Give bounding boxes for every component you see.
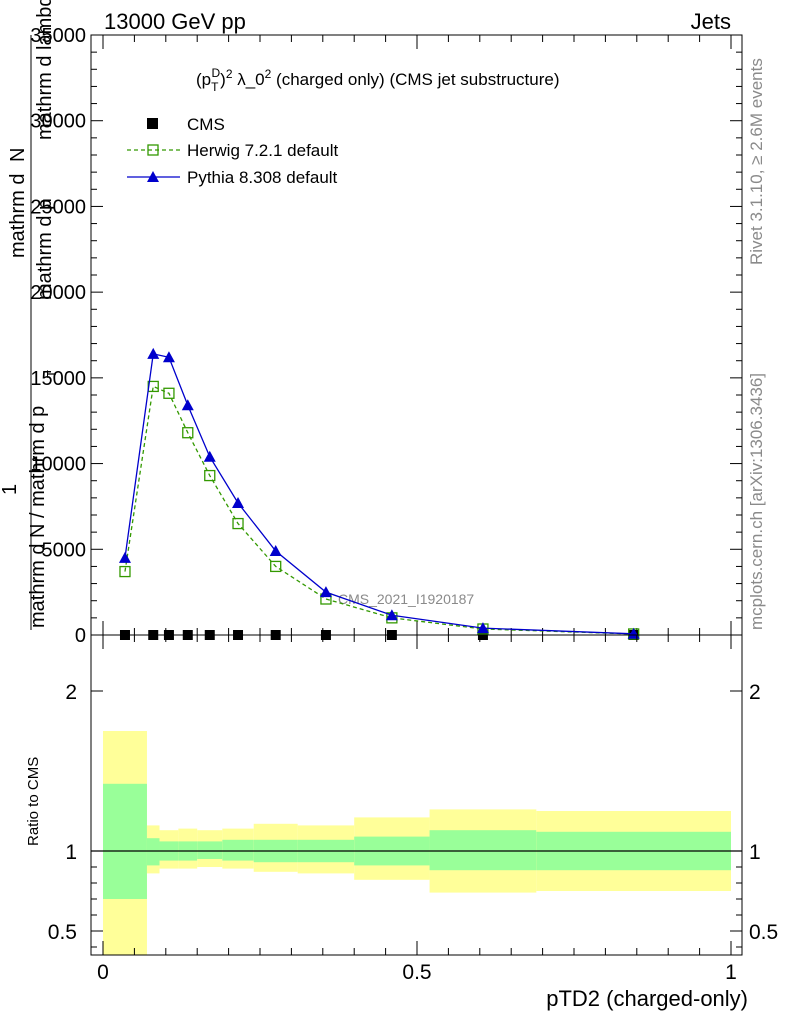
pythia-point	[181, 399, 194, 411]
mcplots-label: mcplots.cern.ch [arXiv:1306.3436]	[747, 373, 766, 630]
ylabel-top-dp: mathrm d p	[34, 199, 56, 300]
legend-cms-label: CMS	[187, 115, 225, 134]
ratio-frame	[90, 634, 743, 956]
herwig-point	[204, 469, 216, 482]
ylabel-top: mathrm d	[7, 174, 29, 258]
ylabel-top-dlambda: mathrm d lambda	[34, 0, 56, 140]
y-tick-label: 25000	[30, 196, 86, 218]
ratio-y-tick-label: 1	[65, 841, 77, 864]
legend-cms-marker	[147, 118, 158, 129]
legend-herwig-label: Herwig 7.2.1 default	[187, 141, 338, 160]
main-y-axis-label: mathrm d N mathrm d p mathrm d lambda 1 …	[0, 0, 59, 630]
y-tick-label: 15000	[30, 368, 86, 390]
pythia-point	[232, 497, 245, 508]
ratio-band-green	[103, 783, 147, 899]
ylabel-bottom: mathrm d N / mathrm d p	[27, 406, 49, 628]
ylabel-one: 1	[0, 484, 21, 495]
header-right: Jets	[691, 9, 731, 34]
y-tick-label: 30000	[30, 111, 86, 133]
pythia-point	[476, 622, 489, 634]
x-tick-label: 1	[725, 961, 737, 984]
y-tick-label: 20000	[30, 282, 86, 304]
pythia-point	[385, 609, 398, 621]
ratio-band-green	[146, 838, 160, 866]
ratio-y-tick-label-right: 0.5	[749, 921, 778, 944]
ratio-y-tick-label-right: 2	[749, 681, 761, 704]
pythia-point	[162, 351, 175, 363]
ratio-band-green	[222, 839, 254, 861]
ratio-bands	[103, 731, 731, 955]
herwig-point	[182, 427, 194, 439]
herwig-point	[232, 517, 244, 530]
ratio-y-tick-label: 0.5	[48, 921, 77, 944]
watermark: CMS_2021_I1920187	[338, 591, 474, 607]
y-tick-label: 0	[75, 625, 86, 647]
chart-title: (pTD)2 λ_02 (charged only) (CMS jet subs…	[196, 66, 559, 94]
x-tick-label: 0.5	[402, 961, 431, 984]
legend-pythia-marker	[147, 171, 159, 182]
ratio-ticks: 0.5 0.5 1 1 2 2 0 0.5 1	[48, 635, 778, 984]
pythia-point	[203, 450, 216, 462]
y-tick-label: 10000	[30, 454, 86, 476]
ratio-y-label: Ratio to CMS	[25, 757, 42, 846]
y-tick-label: 5000	[42, 539, 87, 561]
legend-pythia-label: Pythia 8.308 default	[187, 168, 338, 187]
legend: CMS Herwig 7.2.1 default Pythia 8.308 de…	[127, 115, 338, 187]
y-tick-label: 35000	[30, 25, 86, 47]
ratio-band-green	[197, 841, 223, 859]
ratio-y-tick-label: 2	[65, 681, 77, 704]
herwig-point	[163, 387, 175, 399]
pythia-point	[147, 347, 160, 359]
main-y-ticks: 0 5000 10000 15000 20000 25000 30000 35000	[30, 25, 742, 647]
legend-herwig-marker	[147, 144, 159, 156]
ylabel-top-n: N	[7, 148, 29, 162]
ratio-y-tick-label-right: 1	[749, 841, 761, 864]
pythia-point	[319, 586, 332, 598]
rivet-label: Rivet 3.1.10, ≥ 2.6M events	[747, 58, 766, 265]
pythia-point	[269, 545, 282, 556]
herwig-point	[270, 560, 282, 573]
pythia-point	[118, 551, 131, 563]
header-left: 13000 GeV pp	[104, 9, 246, 34]
x-tick-label: 0	[97, 961, 109, 984]
ylabel-bottom-sub: T	[44, 370, 59, 378]
herwig-point	[119, 565, 131, 578]
ratio-band-green	[429, 830, 537, 871]
x-axis-label: pTD2 (charged-only)	[546, 986, 748, 1011]
